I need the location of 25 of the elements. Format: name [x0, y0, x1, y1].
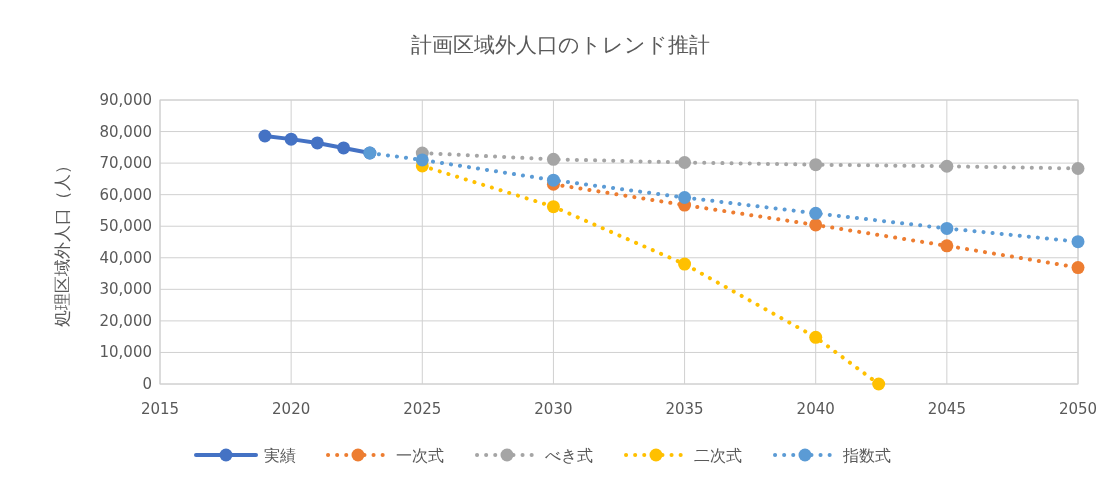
- y-tick-label: 90,000: [99, 91, 152, 109]
- y-axis-title: 処理区域外人口（人）: [52, 157, 72, 327]
- y-tick-label: 40,000: [99, 248, 152, 267]
- y-tick-label: 80,000: [99, 122, 152, 141]
- legend-label: べき式: [545, 446, 593, 465]
- x-tick-label: 2015: [140, 400, 180, 418]
- x-tick-label: 2030: [534, 400, 573, 418]
- x-tick-label: 2035: [665, 400, 704, 418]
- y-tick-label: 10,000: [99, 343, 152, 362]
- x-tick-label: 2025: [403, 400, 442, 418]
- x-tick-label: 2020: [272, 400, 311, 418]
- y-tick-label: 30,000: [99, 280, 152, 299]
- legend-label: 二次式: [694, 446, 742, 465]
- y-tick-label: 60,000: [99, 185, 152, 204]
- x-tick-label: 2040: [796, 400, 835, 418]
- legend-label: 実績: [264, 446, 296, 465]
- y-tick-label: 0: [142, 375, 152, 393]
- x-tick-label: 2045: [927, 400, 966, 418]
- y-tick-label: 50,000: [99, 217, 152, 236]
- y-tick-label: 70,000: [99, 154, 152, 173]
- legend-label: 指数式: [842, 446, 891, 465]
- y-tick-label: 20,000: [99, 311, 152, 330]
- chart-title: 計画区域外人口のトレンド推計: [410, 33, 710, 57]
- legend-label: 一次式: [396, 446, 444, 465]
- x-tick-label: 2050: [1058, 400, 1098, 418]
